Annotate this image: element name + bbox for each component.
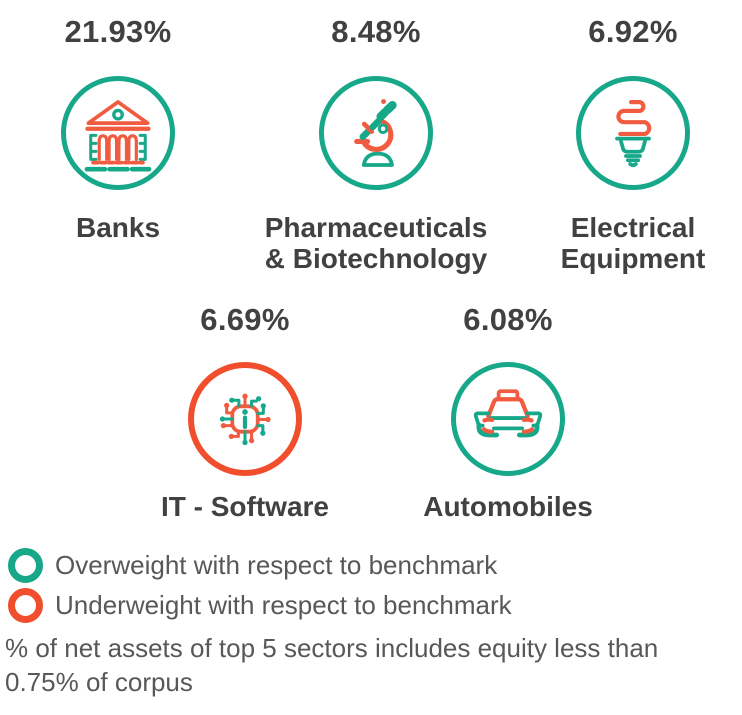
sector-banks: 21.93% Banks <box>0 12 236 243</box>
sector-label: Automobiles <box>423 491 593 522</box>
underweight-ring <box>188 362 302 476</box>
underweight-ring-icon <box>8 588 43 623</box>
overweight-ring <box>319 76 433 190</box>
legend-item-underweight: Underweight with respect to benchmark <box>8 588 512 623</box>
sector-label: Electrical Equipment <box>560 212 706 275</box>
car-icon <box>473 389 543 438</box>
sector-electrical-equipment: 6.92% Electrical Equipment <box>524 12 742 275</box>
sector-label: Banks <box>75 212 161 243</box>
legend: Overweight with respect to benchmark Und… <box>8 548 512 623</box>
sector-label: Pharmaceuticals & Biotechnology <box>264 212 488 275</box>
overweight-ring-icon <box>8 548 43 583</box>
footnote: % of net assets of top 5 sectors include… <box>5 633 659 698</box>
overweight-ring <box>576 76 690 190</box>
microscope-icon <box>354 99 397 167</box>
sector-percentage: 6.08% <box>463 302 553 337</box>
legend-label: Underweight with respect to benchmark <box>55 589 512 620</box>
cfl-bulb-icon <box>615 100 652 168</box>
sector-percentage: 21.93% <box>64 14 172 49</box>
sector-it-software: 6.69% IT - Software <box>95 300 395 522</box>
legend-item-overweight: Overweight with respect to benchmark <box>8 548 512 583</box>
sector-label: IT - Software <box>160 491 329 522</box>
overweight-ring <box>451 362 565 476</box>
sector-automobiles: 6.08% Automobiles <box>358 300 658 522</box>
bank-icon <box>84 100 152 172</box>
sector-percentage: 6.69% <box>200 302 290 337</box>
circuit-chip-icon <box>219 393 271 446</box>
sector-pharmaceuticals: 8.48% Pharmaceuticals & Biotechnology <box>240 12 512 275</box>
sector-percentage: 6.92% <box>588 14 678 49</box>
legend-label: Overweight with respect to benchmark <box>55 549 498 580</box>
sector-percentage: 8.48% <box>331 14 421 49</box>
overweight-ring <box>61 76 175 190</box>
